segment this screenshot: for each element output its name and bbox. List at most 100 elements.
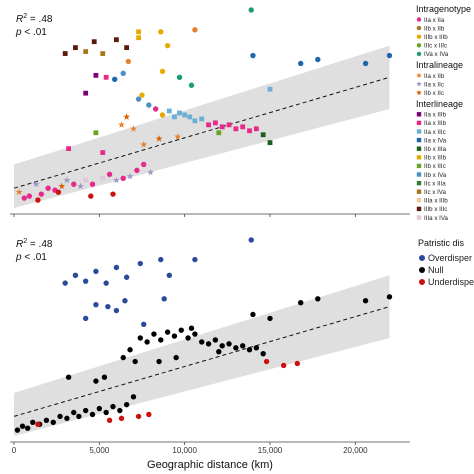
top-data-point	[155, 135, 163, 142]
bot-data-point	[185, 335, 191, 341]
legend-swatch	[416, 129, 422, 134]
legend-swatch	[416, 34, 422, 39]
legend-swatch	[416, 146, 422, 151]
legend-swatch	[416, 215, 422, 220]
legend-swatch	[416, 112, 422, 117]
bot-data-point	[192, 331, 198, 337]
bot-data-point	[103, 409, 109, 416]
bot-data-point	[141, 321, 147, 327]
top-data-point	[174, 133, 182, 140]
legend-swatch	[416, 198, 422, 203]
bot-data-point	[233, 345, 239, 351]
x-tick-label: 0	[12, 446, 17, 455]
top-data-point	[199, 116, 205, 122]
bot-data-point	[144, 339, 150, 345]
top-data-point	[164, 42, 171, 49]
bot-data-point	[118, 415, 125, 422]
legend-item-label: IVa x IVa	[424, 51, 449, 58]
legend-group-title: Interlineage	[416, 99, 463, 109]
top-data-point	[247, 128, 252, 134]
top-data-point	[206, 122, 211, 128]
legend-item-label: IIIc x IIIc	[424, 43, 447, 50]
bot-data-point	[123, 274, 130, 280]
bot-data-point	[166, 272, 173, 278]
bot-data-point	[130, 394, 137, 400]
legend-item-label: IIa x IIb	[424, 73, 445, 80]
bot-data-point	[171, 333, 178, 339]
legend-item-label: IIb x IIIa	[424, 146, 447, 153]
top-data-point	[58, 182, 66, 190]
bottom-r2-label: R2 = .48	[16, 238, 53, 250]
top-data-point	[83, 90, 89, 96]
top-data-point	[216, 130, 222, 136]
top-data-point	[66, 146, 72, 151]
legend-swatch	[419, 267, 425, 273]
top-data-point	[26, 193, 33, 199]
bot-data-point	[123, 401, 130, 408]
top-data-point	[315, 56, 321, 63]
top-data-point	[62, 51, 68, 56]
top-data-point	[158, 29, 164, 35]
top-data-point	[182, 112, 188, 118]
bot-data-point	[65, 374, 72, 380]
bot-data-point	[122, 298, 128, 304]
top-data-point	[112, 176, 120, 184]
top-data-point	[100, 175, 106, 181]
bot-data-point	[164, 329, 171, 335]
top-data-point	[159, 112, 166, 118]
legend-swatch	[416, 72, 422, 78]
top-data-point	[45, 185, 51, 191]
bot-data-point	[226, 341, 232, 347]
top-data-point	[100, 51, 106, 56]
bot-data-point	[267, 315, 273, 322]
bot-data-point	[199, 339, 205, 345]
legend-swatch	[416, 172, 422, 177]
bot-data-point	[158, 337, 164, 343]
top-data-point	[298, 60, 304, 67]
top-data-point	[253, 126, 259, 132]
bot-data-point	[280, 362, 287, 369]
legend-bottom: Patristic dis Overdisper Null Underdisper	[418, 238, 474, 287]
top-data-point	[260, 132, 266, 138]
legend-swatch	[416, 180, 422, 186]
bot-data-point	[146, 411, 152, 418]
top-data-point	[134, 167, 140, 174]
legend-item-label: Overdisper	[428, 253, 472, 263]
bot-data-point	[161, 296, 167, 302]
top-data-point	[386, 52, 393, 59]
top-data-point	[139, 92, 145, 98]
legend-item-label: IIIa x IVa	[424, 215, 449, 222]
top-r2-value: .48	[39, 14, 53, 25]
legend-group-title: Intralineage	[416, 60, 463, 70]
x-tick-label: 10,000	[172, 446, 197, 455]
top-confidence-band	[14, 45, 390, 208]
bot-confidence-band	[14, 275, 390, 436]
bottom-panel: 0 5,000 10,000 15,000 20,000 R2 = .48 p < .0…	[10, 236, 410, 455]
top-data-point	[114, 37, 119, 43]
bot-data-point	[35, 421, 41, 427]
bot-data-point	[82, 407, 89, 414]
bot-data-point	[127, 347, 133, 353]
legend-item-label: IIa x IIIb	[424, 112, 447, 119]
legend-bottom-title: Patristic dis	[418, 238, 465, 248]
legend-swatch	[416, 81, 422, 87]
top-data-point	[83, 177, 89, 183]
x-tick-label: 15,000	[258, 446, 283, 455]
legend-swatch	[416, 206, 422, 212]
legend-item-label: IIc x IVa	[424, 189, 446, 196]
top-data-point	[55, 189, 62, 195]
legend-swatch	[416, 17, 422, 22]
bot-data-point	[248, 237, 254, 243]
top-data-point	[135, 96, 142, 102]
top-data-point	[15, 188, 23, 196]
bot-data-point	[135, 413, 142, 420]
bottom-r2-value: .48	[39, 239, 53, 250]
top-data-point	[71, 181, 77, 187]
top-r2-label: R2 = .48	[16, 13, 53, 25]
x-axis-label: Geographic distance (km)	[147, 459, 273, 471]
bot-data-point	[96, 405, 103, 412]
bot-data-point	[298, 300, 304, 306]
top-panel: R2 = .48 p < .01	[10, 7, 410, 217]
bot-data-point	[156, 358, 162, 365]
bot-data-point	[120, 354, 126, 361]
